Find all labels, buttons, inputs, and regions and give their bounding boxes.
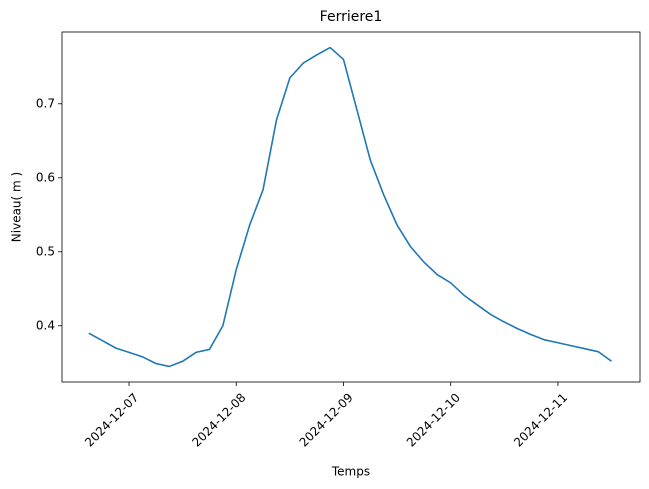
y-axis-label: Niveau( m ) [10, 172, 24, 242]
y-tick-label: 0.5 [36, 244, 55, 258]
x-tick-label: 2024-12-07 [82, 390, 141, 449]
y-tick-label: 0.7 [36, 96, 55, 110]
x-tick-label: 2024-12-11 [511, 390, 570, 449]
x-tick-label: 2024-12-10 [404, 390, 463, 449]
chart-title: Ferriere1 [320, 9, 383, 25]
x-axis-label: Temps [331, 465, 370, 479]
plot-frame [61, 31, 641, 383]
y-tick-label: 0.4 [36, 318, 55, 332]
y-tick-label: 0.6 [36, 170, 55, 184]
x-tick-label: 2024-12-09 [297, 390, 356, 449]
x-tick-label: 2024-12-08 [189, 390, 248, 449]
data-line [88, 46, 613, 368]
